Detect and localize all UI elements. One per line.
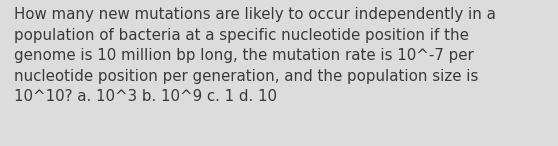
Text: How many new mutations are likely to occur independently in a
population of bact: How many new mutations are likely to occ… xyxy=(14,7,496,104)
